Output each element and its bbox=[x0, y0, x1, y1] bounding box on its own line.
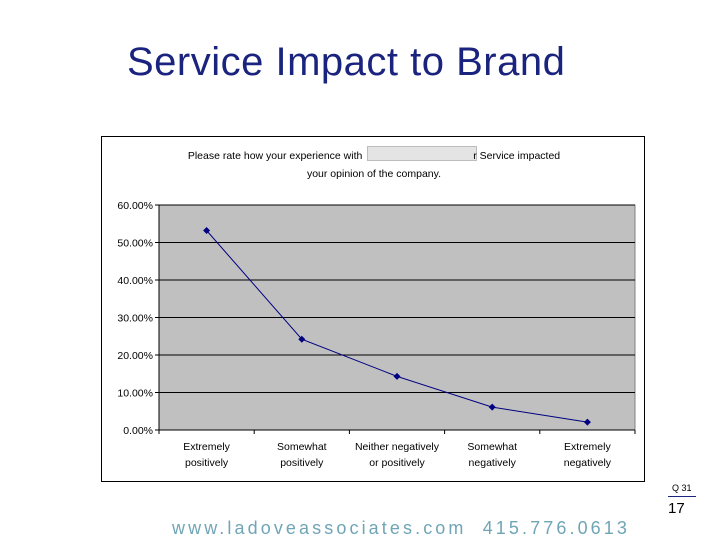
x-category-label: Somewhat bbox=[467, 441, 517, 453]
data-point-marker bbox=[583, 418, 591, 426]
chart-title-line-2: your opinion of the company. bbox=[306, 168, 442, 180]
data-point-marker bbox=[298, 335, 306, 343]
x-category-label: negatively bbox=[469, 457, 517, 469]
data-point-marker bbox=[488, 403, 496, 411]
x-category-label: or positively bbox=[369, 457, 425, 469]
x-category-label: positively bbox=[185, 457, 229, 469]
question-reference: Q 31 bbox=[672, 483, 692, 493]
y-tick-label: 40.00% bbox=[117, 275, 153, 287]
x-category-label: Neither negatively bbox=[355, 441, 440, 453]
page-number: 17 bbox=[668, 500, 685, 517]
data-point-marker bbox=[393, 372, 401, 380]
x-category-label: Extremely bbox=[183, 441, 230, 453]
y-tick-label: 10.00% bbox=[117, 388, 153, 400]
y-tick-label: 50.00% bbox=[117, 238, 153, 250]
x-category-label: positively bbox=[280, 457, 324, 469]
page-number-rule bbox=[668, 496, 696, 497]
data-point-marker bbox=[203, 227, 211, 234]
x-category-label: Somewhat bbox=[277, 441, 327, 453]
y-tick-label: 0.00% bbox=[123, 425, 153, 437]
redaction-box bbox=[367, 146, 477, 161]
y-tick-label: 30.00% bbox=[117, 313, 153, 325]
slide-title: Service Impact to Brand bbox=[127, 40, 566, 84]
footer-contact: www.ladoveassociates.com 415.776.0613 bbox=[172, 518, 631, 538]
y-tick-label: 60.00% bbox=[117, 200, 153, 212]
x-category-label: Extremely bbox=[564, 441, 611, 453]
y-tick-label: 20.00% bbox=[117, 350, 153, 362]
x-category-label: negatively bbox=[564, 457, 612, 469]
line-chart: 0.00% 10.00% 20.00% 30.00% 40.00% 50.00% 60.00… bbox=[117, 200, 636, 469]
chart-title: Please rate how your experience with r S… bbox=[102, 147, 646, 183]
chart-title-line-1: Please rate how your experience with r S… bbox=[187, 150, 561, 162]
